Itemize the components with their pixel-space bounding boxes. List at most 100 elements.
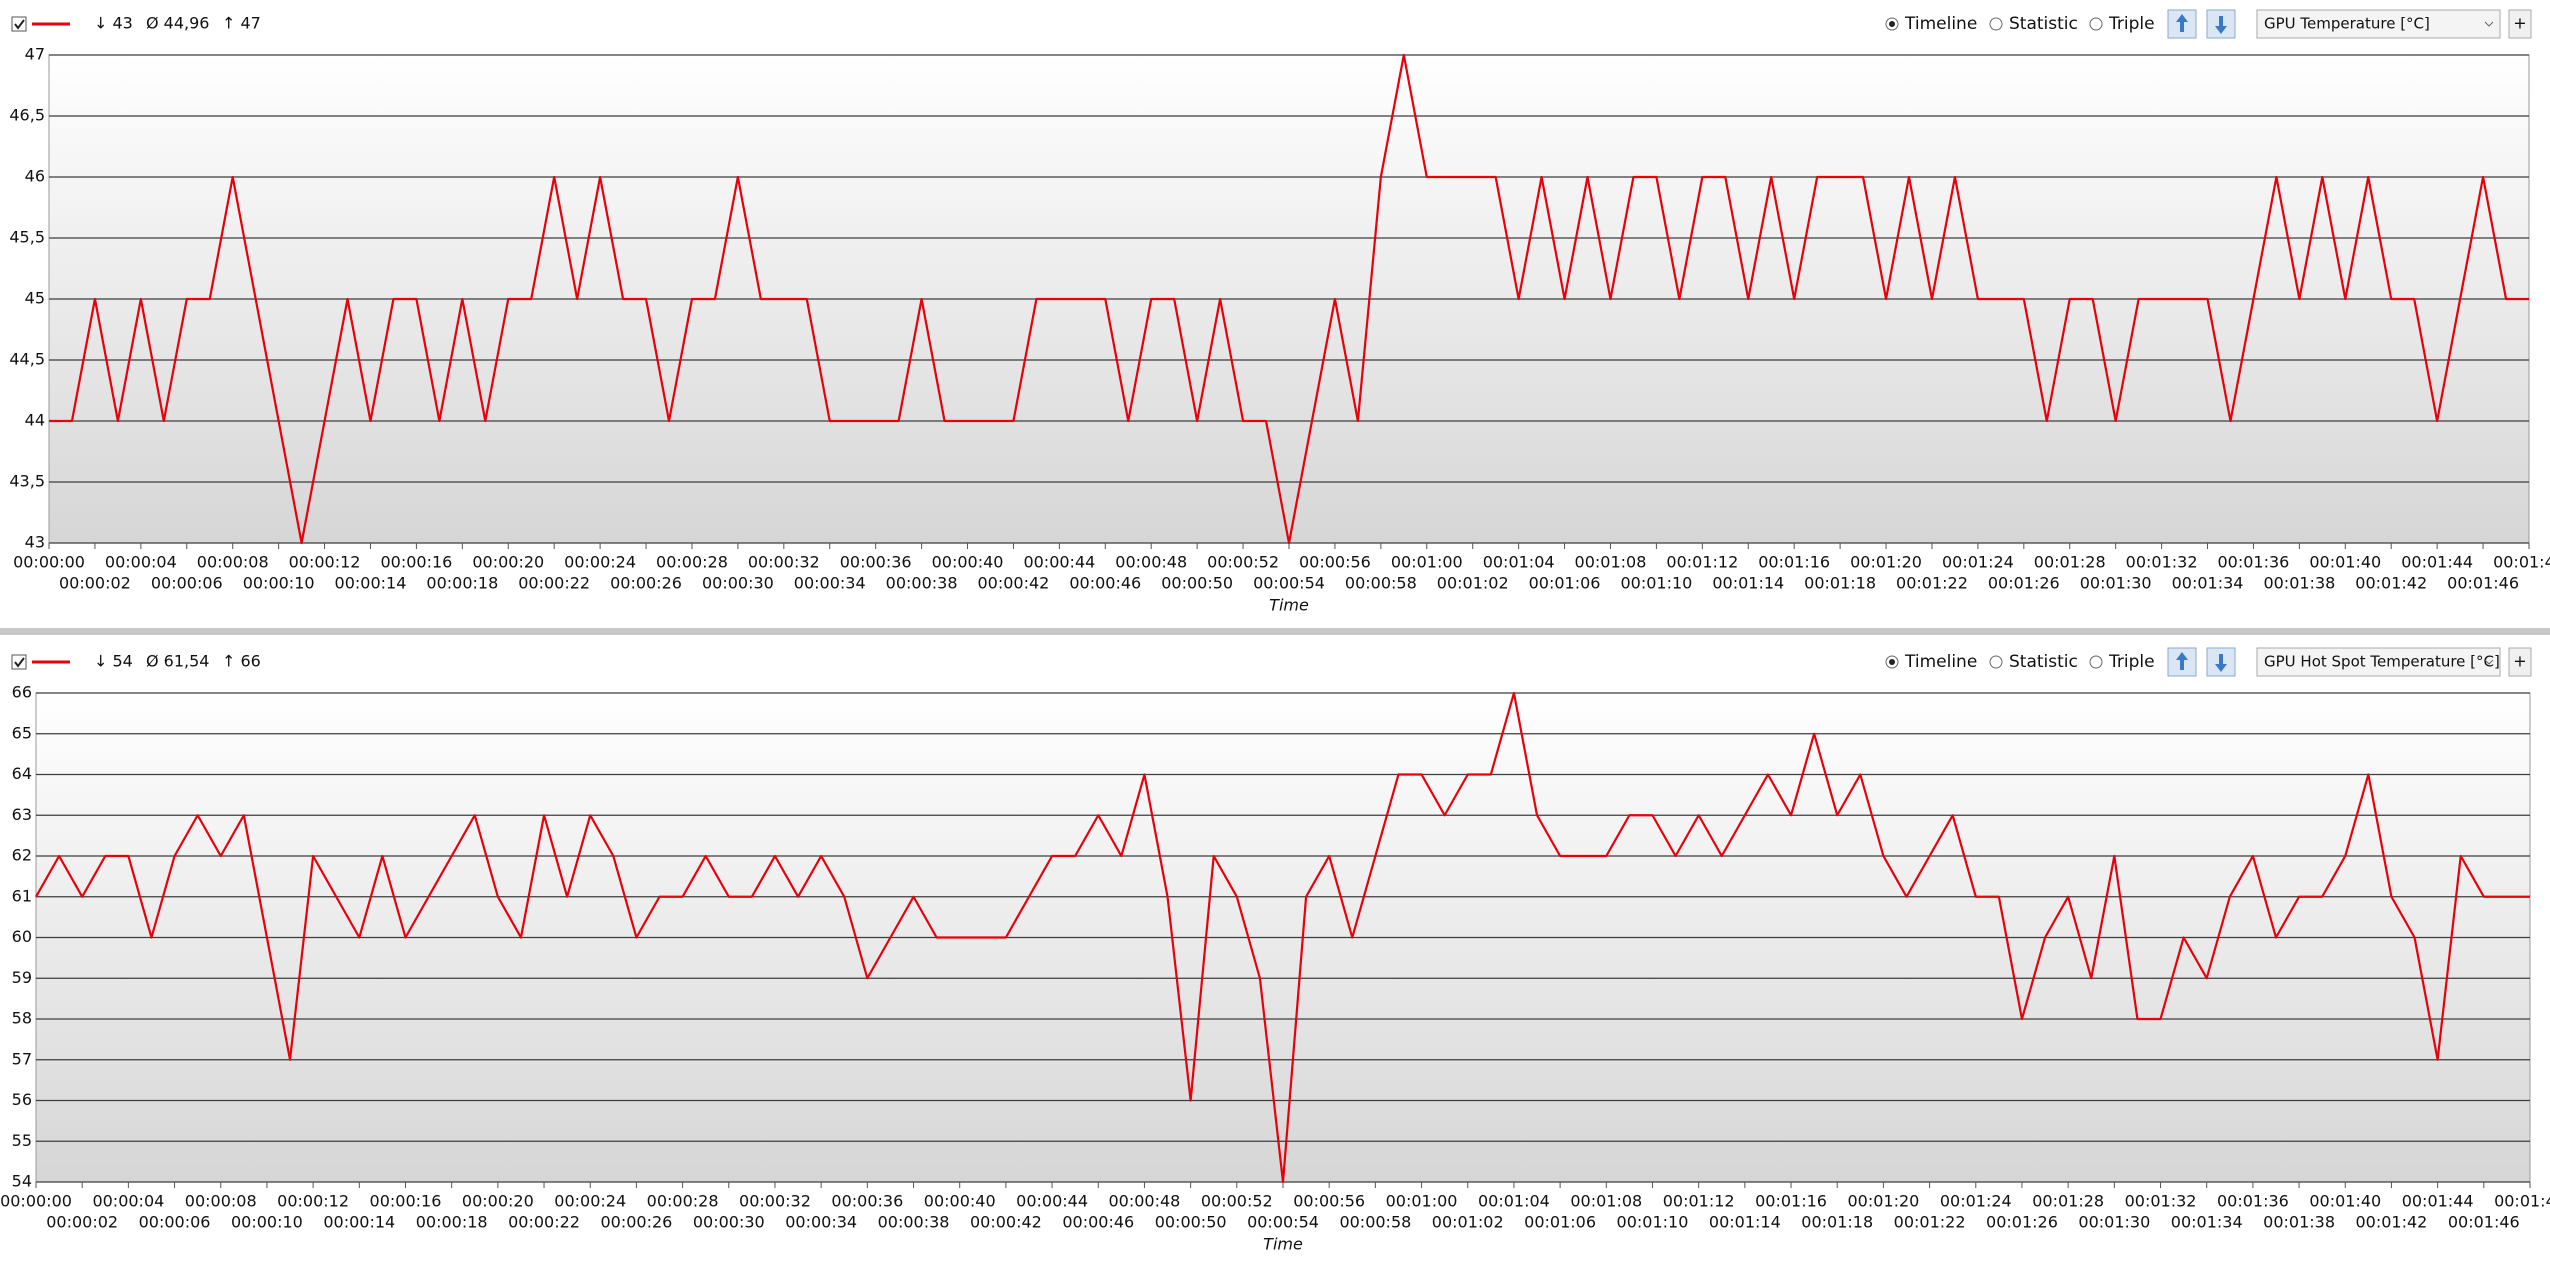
panel-separator: [0, 628, 2550, 635]
x-tick-label: 00:01:16: [1755, 1192, 1827, 1211]
dropdown-caret: [2484, 21, 2494, 27]
x-tick-label: 00:01:14: [1712, 574, 1784, 593]
x-tick-label: 00:00:06: [139, 1213, 211, 1232]
x-tick-label: 00:01:12: [1663, 1192, 1735, 1211]
x-tick-label: 00:00:56: [1299, 553, 1371, 572]
x-tick-label: 00:01:00: [1391, 553, 1463, 572]
stat-label: ↓ 54: [94, 652, 133, 671]
x-tick-label: 00:00:16: [370, 1192, 442, 1211]
arrow-icon: [2176, 652, 2188, 670]
radio-label: Timeline: [1904, 652, 1977, 672]
x-tick-label: 00:01:08: [1570, 1192, 1642, 1211]
x-tick-label: 00:01:44: [2402, 1192, 2474, 1211]
x-tick-label: 00:01:14: [1709, 1213, 1781, 1232]
add-button[interactable]: [2508, 647, 2532, 677]
stat-label: ↓ 43: [94, 14, 133, 33]
x-tick-label: 00:00:32: [748, 553, 820, 572]
y-tick-label: 59: [12, 968, 32, 987]
x-tick-label: 00:01:32: [2126, 553, 2198, 572]
x-tick-label: 00:00:56: [1293, 1192, 1365, 1211]
x-tick-label: 00:00:10: [243, 574, 315, 593]
x-tick-label: 00:01:16: [1758, 553, 1830, 572]
x-tick-label: 00:00:48: [1115, 553, 1187, 572]
x-tick-label: 00:00:22: [508, 1213, 580, 1232]
y-tick-label: 56: [12, 1090, 32, 1109]
radio-dot: [1889, 21, 1895, 27]
radio-button[interactable]: [2089, 655, 2103, 669]
y-tick-label: 66: [12, 683, 32, 702]
x-tick-label: 00:01:34: [2172, 574, 2244, 593]
x-tick-label: 00:00:32: [739, 1192, 811, 1211]
arrow-icon: [2176, 14, 2188, 32]
radio-button[interactable]: [2089, 17, 2103, 31]
series-line: [35, 691, 2530, 1184]
x-tick-label: 00:00:42: [970, 1213, 1042, 1232]
x-tick-label: 00:00:20: [462, 1192, 534, 1211]
metric-dropdown[interactable]: [2256, 647, 2501, 677]
x-tick-label: 00:00:26: [600, 1213, 672, 1232]
x-tick-label: 00:01:48: [2494, 1192, 2550, 1211]
x-tick-label: 00:01:28: [2032, 1192, 2104, 1211]
y-tick-label: 46: [25, 167, 45, 186]
x-tick-label: 00:00:44: [1016, 1192, 1088, 1211]
x-tick-label: 00:00:12: [289, 553, 361, 572]
arrow-icon: [2215, 16, 2227, 34]
x-tick-label: 00:01:06: [1524, 1213, 1596, 1232]
y-tick-label: 44,5: [9, 350, 45, 369]
x-tick-label: 00:01:42: [2356, 1213, 2428, 1232]
y-tick-label: 63: [12, 805, 32, 824]
x-tick-label: 00:01:44: [2401, 553, 2473, 572]
y-tick-label: 44: [25, 411, 45, 430]
x-tick-label: 00:00:10: [231, 1213, 303, 1232]
x-tick-label: 00:00:26: [610, 574, 682, 593]
x-tick-label: 00:00:02: [46, 1213, 118, 1232]
checkbox[interactable]: [11, 16, 27, 32]
x-tick-label: 00:01:28: [2034, 553, 2106, 572]
x-tick-label: 00:00:50: [1155, 1213, 1227, 1232]
y-tick-label: 47: [25, 45, 45, 64]
y-tick-label: 45: [25, 289, 45, 308]
x-tick-label: 00:01:02: [1432, 1213, 1504, 1232]
x-tick-label: 00:00:58: [1339, 1213, 1411, 1232]
x-tick-label: 00:01:48: [2493, 553, 2550, 572]
x-tick-label: 00:00:34: [785, 1213, 857, 1232]
x-tick-label: 00:01:02: [1437, 574, 1509, 593]
x-tick-label: 00:00:46: [1069, 574, 1141, 593]
metric-label: GPU Temperature [°C]: [2264, 15, 2430, 33]
x-tick-label: 00:00:48: [1109, 1192, 1181, 1211]
y-tick-label: 57: [12, 1049, 32, 1068]
x-axis-label: Time: [1269, 596, 1309, 615]
x-tick-label: 00:00:58: [1345, 574, 1417, 593]
x-tick-label: 00:01:30: [2078, 1213, 2150, 1232]
checkbox[interactable]: [11, 654, 27, 670]
x-tick-label: 00:01:20: [1850, 553, 1922, 572]
x-tick-label: 00:00:30: [693, 1213, 765, 1232]
x-tick-label: 00:01:04: [1478, 1192, 1550, 1211]
x-tick-label: 00:00:14: [335, 574, 407, 593]
x-tick-label: 00:00:38: [886, 574, 958, 593]
dropdown-caret: [2484, 659, 2494, 665]
radio-button[interactable]: [1989, 655, 2003, 669]
add-button[interactable]: [2508, 9, 2532, 39]
metric-dropdown[interactable]: [2256, 9, 2501, 39]
x-tick-label: 00:00:42: [978, 574, 1050, 593]
x-tick-label: 00:00:40: [932, 553, 1004, 572]
radio-button[interactable]: [1989, 17, 2003, 31]
x-tick-label: 00:01:34: [2171, 1213, 2243, 1232]
x-tick-label: 00:01:00: [1386, 1192, 1458, 1211]
x-tick-label: 00:01:22: [1894, 1213, 1966, 1232]
x-tick-label: 00:00:08: [197, 553, 269, 572]
y-tick-label: 43,5: [9, 472, 45, 491]
x-tick-label: 00:00:50: [1161, 574, 1233, 593]
add-button-label: +: [2513, 14, 2526, 33]
x-tick-label: 00:00:28: [647, 1192, 719, 1211]
x-tick-label: 00:01:38: [2263, 1213, 2335, 1232]
stat-label: Ø 44,96: [146, 14, 209, 33]
x-tick-label: 00:01:08: [1575, 553, 1647, 572]
x-tick-label: 00:00:22: [518, 574, 590, 593]
y-tick-label: 46,5: [9, 106, 45, 125]
series-line: [49, 53, 2529, 545]
x-tick-label: 00:01:06: [1529, 574, 1601, 593]
radio-label: Timeline: [1904, 14, 1977, 34]
